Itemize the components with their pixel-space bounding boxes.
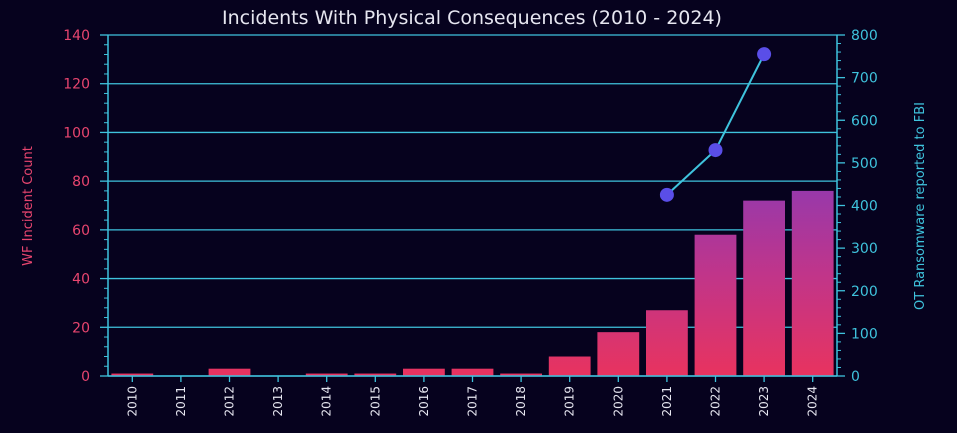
x-tick-label-2018: 2018 [514,386,528,417]
bar-2023 [743,200,785,376]
bar-2021 [646,310,688,376]
axes [100,34,845,382]
x-tick-label-2020: 2020 [611,386,625,417]
right-tick-label-600: 600 [851,113,878,129]
x-tick-label-2015: 2015 [368,386,382,417]
ransomware-line [666,53,765,196]
right-tick-label-700: 700 [851,71,878,87]
x-tick-label-2021: 2021 [660,386,674,417]
bar-2010 [111,373,154,376]
ransomware-point-2023 [757,47,772,62]
right-tick-label-200: 200 [851,284,878,300]
x-tick-label-2013: 2013 [271,386,285,417]
right-tick-label-0: 0 [851,369,860,385]
left-tick-label-20: 20 [72,320,90,336]
right-tick-label-100: 100 [851,326,878,342]
left-tick-label-40: 40 [72,272,90,288]
bar-2019 [548,356,591,376]
left-axis-label: WF Incident Count [21,146,36,266]
left-tick-label-120: 120 [63,77,90,93]
bar-2022 [694,234,737,376]
bar-2016 [403,368,445,376]
x-tick-label-2022: 2022 [709,386,723,417]
chart-title: Incidents With Physical Consequences (20… [222,7,722,29]
bar-2015 [354,373,397,376]
bar-2018 [500,373,542,376]
right-tick-label-500: 500 [851,156,878,172]
bars [111,190,834,376]
ransomware-point-2022 [708,143,723,158]
bar-2014 [305,373,348,376]
x-tick-label-2024: 2024 [806,386,820,417]
x-tick-label-2019: 2019 [563,386,577,417]
bar-2024 [791,190,834,376]
x-tick-label-2017: 2017 [466,386,480,417]
left-tick-label-80: 80 [72,174,90,190]
left-tick-label-140: 140 [63,28,90,44]
ransomware-point-2021 [659,187,674,202]
x-tick-label-2011: 2011 [174,386,188,417]
left-tick-label-60: 60 [72,223,90,239]
bar-2012 [208,368,251,376]
left-tick-label-100: 100 [63,125,90,141]
bar-2017 [451,368,494,376]
right-tick-label-800: 800 [851,28,878,44]
left-tick-label-0: 0 [81,369,90,385]
right-tick-label-300: 300 [851,241,878,257]
x-tick-label-2010: 2010 [125,386,139,417]
ransomware-line-series [659,47,772,202]
tick-labels: 0 20 40 60 80 100 120 140 0 100 200 300 400 500 600 700… [63,28,877,417]
right-tick-label-400: 400 [851,199,878,215]
grid-lines [108,34,837,377]
x-tick-label-2012: 2012 [223,386,237,417]
bar-2020 [597,332,640,376]
right-axis-label: OT Ransomware reported to FBI [913,102,928,310]
x-tick-label-2014: 2014 [320,386,334,417]
x-tick-label-2016: 2016 [417,386,431,417]
x-tick-label-2023: 2023 [757,386,771,417]
